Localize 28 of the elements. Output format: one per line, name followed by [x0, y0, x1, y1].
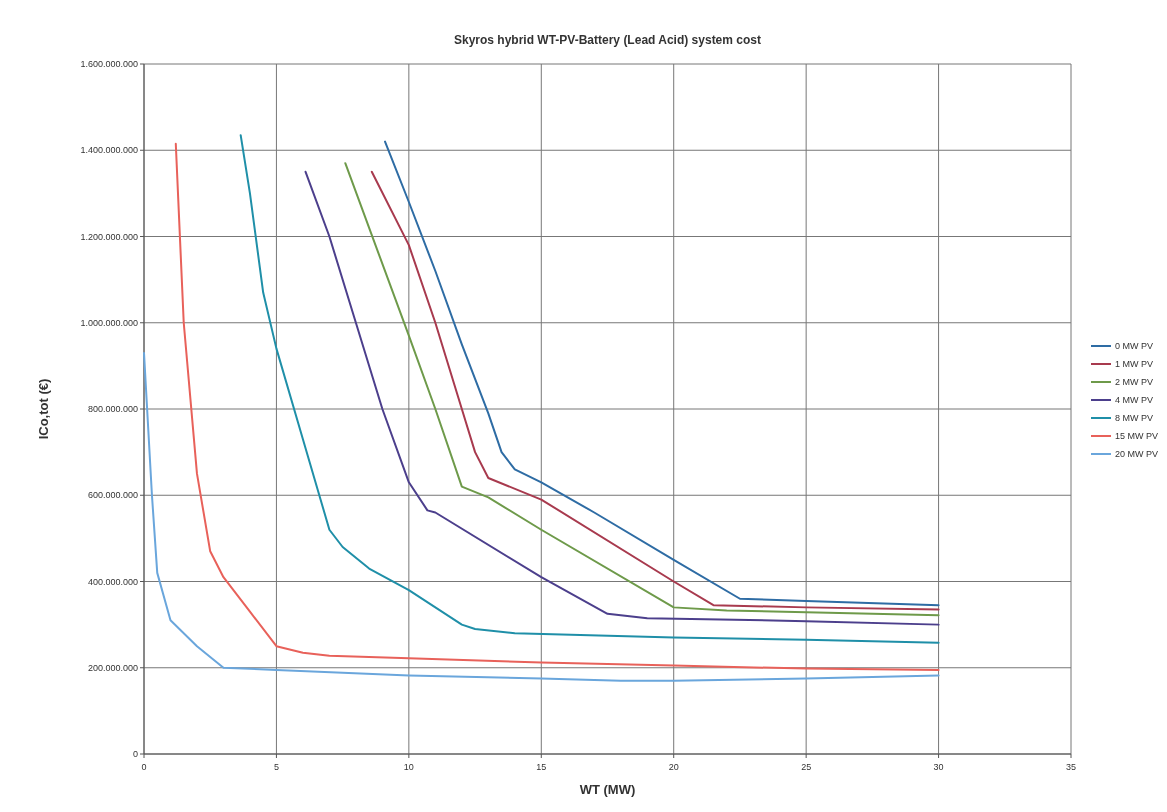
legend-label: 8 MW PV	[1115, 413, 1154, 423]
x-tick-label: 0	[141, 762, 147, 772]
y-tick-label: 1.200.000.000	[80, 231, 138, 242]
x-tick-label: 15	[536, 762, 547, 772]
legend-label: 20 MW PV	[1115, 449, 1159, 459]
y-tick-label: 1.400.000.000	[80, 145, 138, 156]
legend-label: 0 MW PV	[1115, 341, 1154, 351]
y-tick-label: 200.000.000	[87, 662, 138, 673]
y-tick-label: 0	[132, 749, 138, 759]
y-tick-label: 1.600.000.000	[80, 59, 138, 69]
chart-title: Skyros hybrid WT-PV-Battery (Lead Acid) system cost	[454, 33, 761, 47]
legend-label: 4 MW PV	[1115, 395, 1154, 405]
x-tick-label: 10	[403, 762, 414, 772]
x-tick-label: 35	[1065, 762, 1077, 772]
y-tick-label: 800.000.000	[87, 404, 138, 414]
y-tick-label: 400.000.000	[87, 576, 138, 587]
legend-label: 15 MW PV	[1115, 431, 1159, 441]
x-tick-label: 20	[668, 762, 679, 772]
legend-label: 1 MW PV	[1115, 359, 1154, 369]
x-tick-label: 25	[801, 762, 812, 772]
y-axis-title: ICo,tot (€)	[36, 378, 51, 440]
x-axis-title: WT (MW)	[579, 782, 636, 797]
line-series	[143, 351, 940, 682]
legend-label: 2 MW PV	[1115, 377, 1154, 387]
y-tick-label: 600.000.000	[87, 490, 138, 501]
y-tick-label: 1.000.000.000	[80, 317, 138, 328]
x-tick-label: 5	[273, 762, 279, 772]
x-tick-label: 30	[933, 762, 944, 772]
